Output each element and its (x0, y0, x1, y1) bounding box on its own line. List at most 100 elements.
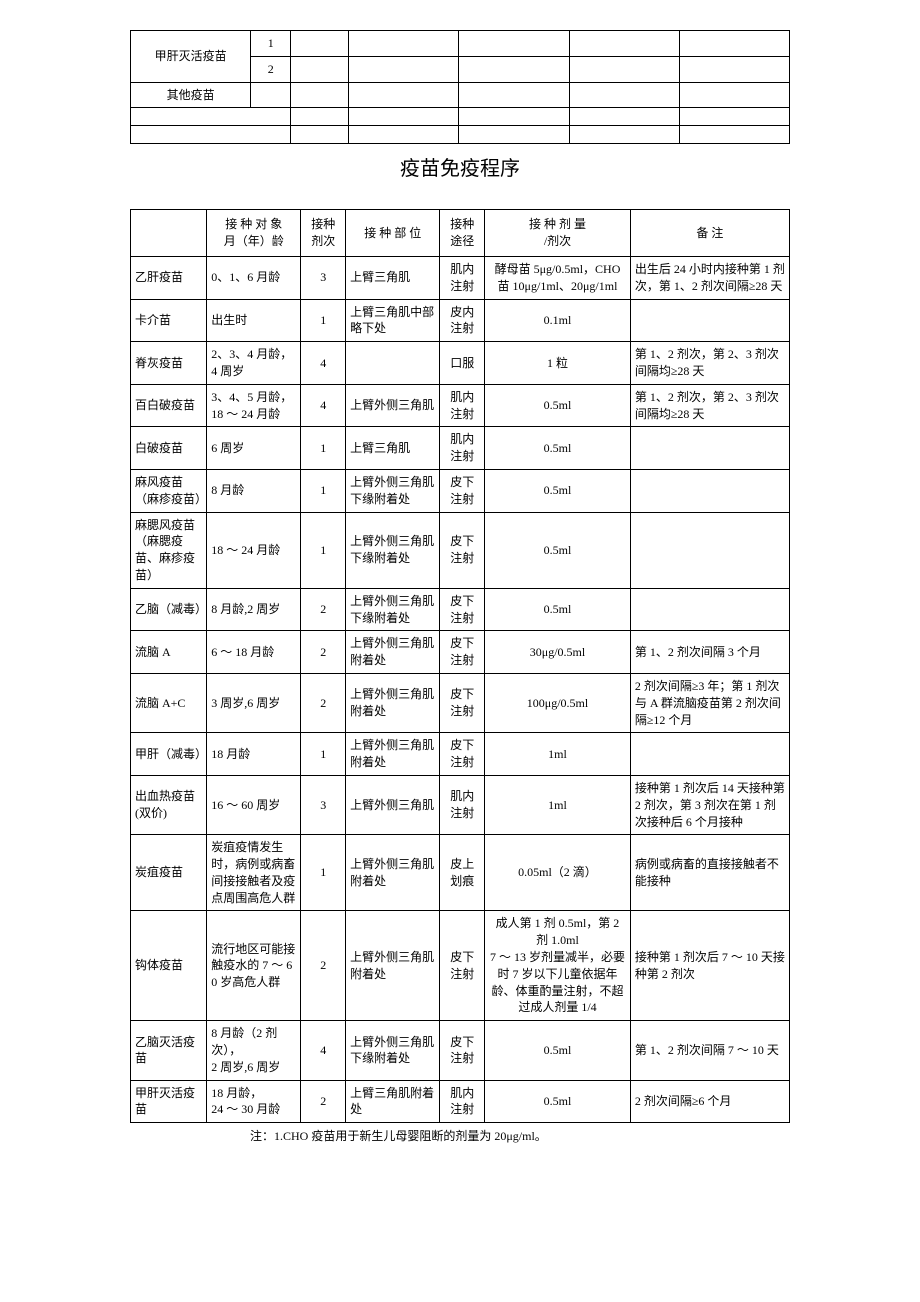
top-table: 甲肝灭活疫苗 1 2 其他疫苗 (130, 30, 790, 144)
table-row: 炭疽疫苗炭疽疫情发生时，病例或病畜间接接触者及疫点周围高危人群1上臂外侧三角肌附… (131, 835, 790, 911)
cell-remark: 病例或病畜的直接接触者不能接种 (630, 835, 789, 911)
cell-route: 肌内 注射 (440, 256, 485, 299)
cell-amount: 1ml (485, 775, 631, 834)
cell-amount: 1ml (485, 733, 631, 776)
cell (569, 82, 679, 108)
cell-site: 上臂外侧三角肌下缘附着处 (346, 1021, 440, 1080)
cell-route: 口服 (440, 342, 485, 385)
table-row: 乙脑（减毒）8 月龄,2 周岁2上臂外侧三角肌下缘附着处皮下 注射0.5ml (131, 588, 790, 631)
top-num-2: 2 (251, 56, 291, 82)
cell (679, 31, 789, 57)
col-remark: 备 注 (630, 210, 789, 257)
cell-remark: 出生后 24 小时内接种第 1 剂次，第 1、2 剂次间隔≥28 天 (630, 256, 789, 299)
cell-amount: 1 粒 (485, 342, 631, 385)
cell-target: 出生时 (207, 299, 301, 342)
cell-route: 皮下 注射 (440, 631, 485, 674)
table-row: 麻腮风疫苗（麻腮疫苗、麻疹疫苗）18 ～ 24 月龄1上臂外侧三角肌下缘附着处皮… (131, 512, 790, 588)
cell-name: 白破疫苗 (131, 427, 207, 470)
table-row: 流脑 A6 ～ 18 月龄2上臂外侧三角肌附着处皮下 注射30μg/0.5ml第… (131, 631, 790, 674)
cell-name: 钩体疫苗 (131, 911, 207, 1021)
cell-dose: 2 (301, 911, 346, 1021)
col-dose: 接种 剂次 (301, 210, 346, 257)
cell-dose: 4 (301, 342, 346, 385)
cell-name: 乙肝疫苗 (131, 256, 207, 299)
cell-remark: 第 1、2 剂次，第 2、3 剂次间隔均≥28 天 (630, 384, 789, 427)
cell-remark (630, 427, 789, 470)
cell-remark (630, 299, 789, 342)
cell-remark (630, 512, 789, 588)
cell-site: 上臂外侧三角肌下缘附着处 (346, 512, 440, 588)
cell-target: 0、1、6 月龄 (207, 256, 301, 299)
cell-name: 出血热疫苗(双价) (131, 775, 207, 834)
cell-route: 肌内 注射 (440, 384, 485, 427)
table-row: 乙脑灭活疫苗8 月龄（2 剂次）， 2 周岁,6 周岁4上臂外侧三角肌下缘附着处… (131, 1021, 790, 1080)
table-row: 卡介苗出生时1上臂三角肌中部略下处皮内 注射0.1ml (131, 299, 790, 342)
cell-dose: 2 (301, 1080, 346, 1123)
cell-amount: 成人第 1 剂 0.5ml，第 2 剂 1.0ml 7 ～ 13 岁剂量减半，必… (485, 911, 631, 1021)
cell-amount: 0.5ml (485, 427, 631, 470)
cell-target: 18 月龄， 24 ～ 30 月龄 (207, 1080, 301, 1123)
table-row (131, 108, 790, 126)
cell-name: 甲肝灭活疫苗 (131, 1080, 207, 1123)
cell-route: 肌内 注射 (440, 1080, 485, 1123)
schedule-table: 接 种 对 象 月（年）龄 接种 剂次 接 种 部 位 接种 途径 接 种 剂 … (130, 209, 790, 1123)
cell-name: 炭疽疫苗 (131, 835, 207, 911)
cell-remark: 接种第 1 剂次后 14 天接种第 2 剂次，第 3 剂次在第 1 剂次接种后 … (630, 775, 789, 834)
cell-name: 卡介苗 (131, 299, 207, 342)
cell-route: 皮上 划痕 (440, 835, 485, 911)
cell-remark: 2 剂次间隔≥6 个月 (630, 1080, 789, 1123)
cell-name: 脊灰疫苗 (131, 342, 207, 385)
cell-site: 上臂外侧三角肌附着处 (346, 835, 440, 911)
cell (349, 56, 459, 82)
cell-dose: 1 (301, 299, 346, 342)
cell-amount: 0.5ml (485, 384, 631, 427)
table-row: 甲肝灭活疫苗 1 (131, 31, 790, 57)
cell (679, 108, 789, 126)
table-row: 甲肝灭活疫苗18 月龄， 24 ～ 30 月龄2上臂三角肌附着处肌内 注射0.5… (131, 1080, 790, 1123)
cell-route: 皮下 注射 (440, 1021, 485, 1080)
col-site: 接 种 部 位 (346, 210, 440, 257)
cell (291, 31, 349, 57)
cell (291, 56, 349, 82)
cell (131, 126, 291, 144)
cell (291, 108, 349, 126)
cell-route: 皮下 注射 (440, 512, 485, 588)
cell-dose: 4 (301, 1021, 346, 1080)
cell-dose: 3 (301, 775, 346, 834)
cell-name: 流脑 A+C (131, 673, 207, 732)
cell-site: 上臂外侧三角肌 (346, 384, 440, 427)
cell-name: 百白破疫苗 (131, 384, 207, 427)
cell-amount: 0.5ml (485, 512, 631, 588)
cell-remark (630, 733, 789, 776)
footnote: 注：1.CHO 疫苗用于新生儿母婴阻断的剂量为 20μg/ml。 (130, 1127, 790, 1144)
cell-name: 乙脑灭活疫苗 (131, 1021, 207, 1080)
cell-target: 3、4、5 月龄，18 ～ 24 月龄 (207, 384, 301, 427)
cell-dose: 2 (301, 673, 346, 732)
cell-target: 18 ～ 24 月龄 (207, 512, 301, 588)
col-name (131, 210, 207, 257)
table-row: 流脑 A+C3 周岁,6 周岁2上臂外侧三角肌附着处皮下 注射100μg/0.5… (131, 673, 790, 732)
cell-amount: 0.5ml (485, 1021, 631, 1080)
cell-route: 皮下 注射 (440, 911, 485, 1021)
cell-site: 上臂外侧三角肌下缘附着处 (346, 469, 440, 512)
cell (569, 31, 679, 57)
cell-target: 2、3、4 月龄，4 周岁 (207, 342, 301, 385)
cell-remark (630, 588, 789, 631)
cell-dose: 2 (301, 588, 346, 631)
table-row: 甲肝（减毒）18 月龄1上臂外侧三角肌附着处皮下 注射1ml (131, 733, 790, 776)
cell-route: 肌内 注射 (440, 775, 485, 834)
cell (569, 56, 679, 82)
cell-route: 皮下 注射 (440, 469, 485, 512)
cell-target: 8 月龄（2 剂次）， 2 周岁,6 周岁 (207, 1021, 301, 1080)
cell-route: 皮下 注射 (440, 588, 485, 631)
cell-route: 皮下 注射 (440, 673, 485, 732)
cell-site: 上臂三角肌 (346, 256, 440, 299)
cell (459, 56, 569, 82)
cell-remark (630, 469, 789, 512)
table-row: 脊灰疫苗2、3、4 月龄，4 周岁4口服1 粒第 1、2 剂次，第 2、3 剂次… (131, 342, 790, 385)
cell-route: 皮内 注射 (440, 299, 485, 342)
cell-dose: 1 (301, 733, 346, 776)
cell (131, 108, 291, 126)
cell-site: 上臂三角肌 (346, 427, 440, 470)
cell-site: 上臂外侧三角肌附着处 (346, 733, 440, 776)
